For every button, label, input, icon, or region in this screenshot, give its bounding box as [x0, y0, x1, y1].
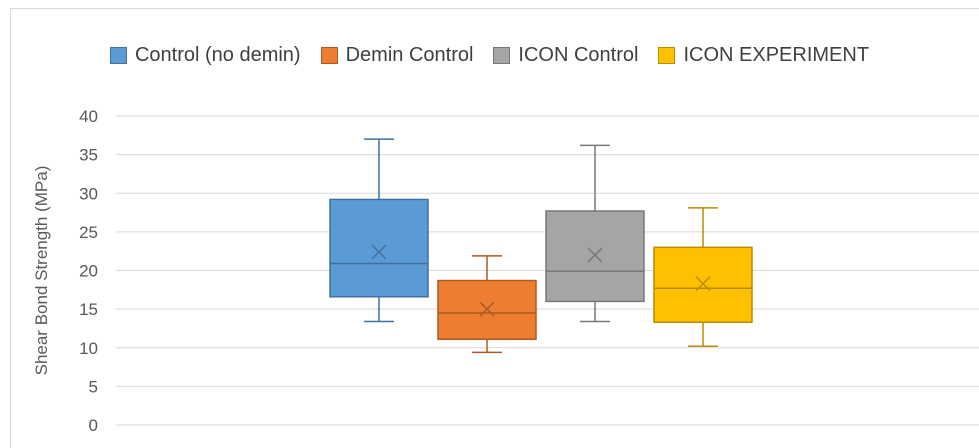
box-group — [545, 144, 645, 323]
box — [545, 210, 645, 303]
box-group — [437, 255, 537, 354]
legend-label: ICON Control — [518, 44, 639, 66]
y-tick-label: 35 — [79, 146, 98, 165]
box-group — [653, 207, 753, 347]
legend-item: Control (no demin) — [109, 44, 301, 67]
boxes — [329, 138, 753, 354]
y-tick-label: 25 — [79, 223, 98, 242]
y-tick-label: 5 — [89, 377, 98, 396]
y-tick-label: 0 — [89, 416, 98, 435]
legend-label: Control (no demin) — [134, 44, 301, 66]
chart-frame — [10, 8, 979, 448]
legend-item: ICON EXPERIMENT — [658, 44, 869, 67]
mean-marker — [479, 301, 495, 317]
box — [653, 246, 753, 324]
legend-swatch — [320, 47, 338, 64]
legend: Control (no demin) Demin Control ICON Cont… — [0, 44, 979, 67]
mean-marker — [695, 276, 711, 292]
mean-marker — [371, 244, 387, 260]
y-tick-label: 15 — [79, 300, 98, 319]
y-tick-label: 10 — [79, 339, 98, 358]
y-axis-label: Shear Bond Strength (MPa) — [32, 166, 51, 376]
legend-item: Demin Control — [320, 44, 474, 67]
legend-label: ICON EXPERIMENT — [683, 44, 870, 66]
mean-marker — [587, 247, 603, 263]
y-tick-label: 40 — [79, 107, 98, 126]
y-tick-label: 20 — [79, 262, 98, 281]
y-axis-ticks: 0 5 10 15 20 25 30 35 40 — [79, 107, 98, 435]
box — [329, 198, 429, 298]
legend-swatch — [493, 47, 511, 64]
legend-swatch — [658, 47, 676, 64]
box-group — [329, 138, 429, 323]
legend-swatch — [109, 47, 127, 64]
legend-item: ICON Control — [493, 44, 638, 67]
legend-label: Demin Control — [345, 44, 474, 66]
y-tick-label: 30 — [79, 184, 98, 203]
